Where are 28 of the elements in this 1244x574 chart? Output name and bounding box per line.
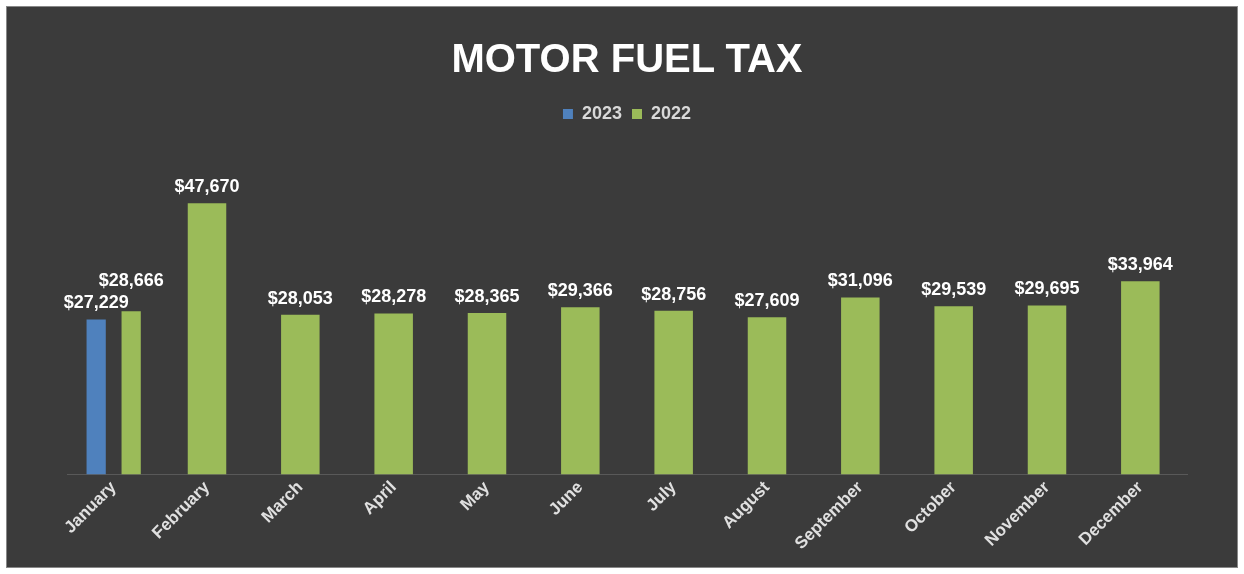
data-label: $47,670 — [174, 176, 240, 197]
chart-title: MOTOR FUEL TAX — [451, 36, 803, 81]
bar — [86, 319, 106, 475]
bar — [467, 313, 507, 475]
bar — [841, 297, 880, 475]
bar — [1121, 281, 1160, 475]
data-label: $28,053 — [267, 287, 333, 308]
bar — [1027, 305, 1067, 475]
data-label: $29,539 — [921, 279, 987, 300]
legend-label: 2023 — [581, 102, 622, 123]
data-label: $28,666 — [98, 270, 164, 291]
data-label: $27,609 — [734, 290, 800, 311]
bar — [561, 307, 600, 475]
data-label: $31,096 — [827, 270, 893, 291]
data-label: $33,964 — [1107, 254, 1173, 275]
data-label: $29,695 — [1014, 278, 1080, 299]
bar — [654, 310, 693, 475]
legend-label: 2022 — [651, 102, 692, 123]
bar — [281, 314, 320, 475]
bar — [934, 306, 973, 475]
data-label: $29,366 — [547, 280, 613, 301]
bar — [747, 317, 787, 475]
data-label: $28,278 — [361, 286, 427, 307]
bar — [187, 203, 227, 475]
data-label: $28,365 — [454, 286, 520, 306]
bar — [374, 313, 413, 475]
data-label: $27,229 — [63, 292, 129, 313]
data-label: $28,756 — [641, 283, 707, 304]
